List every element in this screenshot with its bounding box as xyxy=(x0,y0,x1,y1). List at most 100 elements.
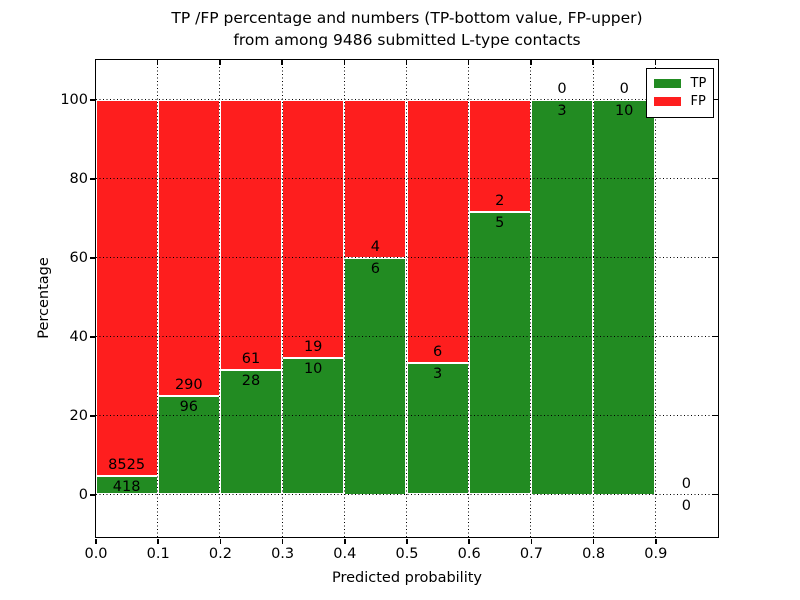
chart-title-line2: from among 9486 submitted L-type contact… xyxy=(233,31,581,49)
bar-fp-count-label: 61 xyxy=(241,351,261,368)
bar-tp-segment xyxy=(157,396,220,495)
x-tick-label: 0.4 xyxy=(333,546,357,562)
x-axis-tick-top xyxy=(156,59,159,65)
bar-fp-segment xyxy=(95,99,158,477)
bar-tp-segment xyxy=(593,99,656,495)
bar-fp-segment xyxy=(468,99,531,213)
x-axis-tick-top xyxy=(281,59,283,65)
bar-tp-segment xyxy=(406,362,469,495)
y-tick-label: 40 xyxy=(69,329,88,345)
bar-fp-count-label: 4 xyxy=(370,238,380,255)
gridline-horizontal xyxy=(95,336,718,337)
bar-fp-count-label: 2 xyxy=(495,193,505,210)
x-tick-label: 0.7 xyxy=(519,546,543,562)
y-axis-tick-right xyxy=(712,414,718,417)
gridline-horizontal xyxy=(95,415,718,416)
bar-tp-count-label: 3 xyxy=(432,365,443,382)
legend-label-tp: TP xyxy=(690,76,707,91)
legend: TP FP xyxy=(645,67,715,118)
x-axis-tick-top xyxy=(343,59,346,65)
gridline-vertical xyxy=(219,59,221,537)
x-axis-label: Predicted probability xyxy=(331,570,483,586)
gridline-horizontal xyxy=(95,257,718,258)
bar-tp-count-label: 5 xyxy=(495,215,505,232)
x-axis-tick-top xyxy=(219,59,221,65)
gridline-vertical xyxy=(406,59,407,537)
x-axis-tick-top xyxy=(654,59,657,65)
bar-tp-count-label: 418 xyxy=(112,479,141,496)
bar-tp-count-label: 3 xyxy=(557,102,567,119)
bar-fp-segment xyxy=(282,99,345,359)
legend-row-tp: TP xyxy=(653,76,707,92)
bar-fp-count-label: 290 xyxy=(174,377,203,394)
gridline-vertical xyxy=(654,59,656,537)
y-axis-tick-right xyxy=(712,98,718,101)
bar-fp-count-label: 0 xyxy=(619,80,629,97)
y-tick-label: 60 xyxy=(69,250,88,266)
y-axis-tick xyxy=(89,415,95,417)
x-axis-tick xyxy=(592,538,595,544)
y-tick-label: 0 xyxy=(78,487,88,503)
gridline-vertical xyxy=(157,59,159,537)
bar-tp-count-label: 96 xyxy=(179,399,199,416)
gridline-vertical xyxy=(281,59,283,537)
gridline-vertical xyxy=(592,59,594,537)
bar-fp-segment xyxy=(406,99,469,363)
y-tick-label: 20 xyxy=(69,408,88,424)
gridline-horizontal xyxy=(95,494,718,495)
y-axis-tick xyxy=(89,99,95,101)
bar-tp-count-label: 28 xyxy=(241,373,261,390)
legend-label-fp: FP xyxy=(690,94,706,109)
y-axis-tick xyxy=(89,178,95,180)
bar-tp-segment xyxy=(468,212,531,495)
x-axis-tick-top xyxy=(530,59,532,65)
gridline-horizontal xyxy=(95,99,718,100)
x-axis-tick xyxy=(95,538,97,544)
y-axis-tick-right xyxy=(712,335,718,338)
x-tick-label: 0.2 xyxy=(208,546,232,562)
bar-tp-segment xyxy=(282,358,345,495)
chart-title-line1: TP /FP percentage and numbers (TP-bottom… xyxy=(171,9,643,27)
y-axis-tick xyxy=(89,336,95,338)
bar-tp-count-label: 10 xyxy=(303,361,323,378)
y-axis-tick xyxy=(89,257,95,259)
legend-swatch-tp xyxy=(653,79,681,88)
bar-tp-segment xyxy=(219,370,283,495)
bar-tp-segment xyxy=(95,476,158,495)
bar-fp-count-label: 6 xyxy=(432,343,443,360)
legend-row-fp: FP xyxy=(653,94,707,110)
y-axis-tick-right xyxy=(712,256,718,259)
x-tick-label: 0.9 xyxy=(644,546,668,562)
x-axis-tick xyxy=(655,538,657,544)
x-axis-tick-top xyxy=(405,59,408,65)
x-axis-tick-top xyxy=(467,59,470,65)
gridline-vertical xyxy=(530,59,532,537)
bar-fp-count-label: 0 xyxy=(681,475,691,492)
x-tick-label: 0.0 xyxy=(84,546,108,562)
x-tick-label: 0.5 xyxy=(395,546,419,562)
legend-swatch-fp xyxy=(653,97,681,106)
gridline-vertical xyxy=(468,59,470,537)
y-axis-label: Percentage xyxy=(36,257,52,339)
bar-tp-count-label: 0 xyxy=(681,497,691,514)
bar-fp-count-label: 19 xyxy=(303,339,323,356)
x-axis-tick xyxy=(157,538,159,544)
x-axis-tick xyxy=(281,538,284,544)
x-axis-tick xyxy=(344,538,346,544)
y-axis-tick-right xyxy=(712,493,718,496)
bar-fp-count-label: 0 xyxy=(557,80,567,97)
gridline-horizontal xyxy=(95,178,718,179)
bar-tp-segment xyxy=(344,257,407,495)
x-axis-tick xyxy=(530,538,533,544)
gridline-vertical xyxy=(343,59,345,537)
x-tick-label: 0.6 xyxy=(457,546,481,562)
bar-tp-count-label: 6 xyxy=(370,260,380,277)
x-tick-label: 0.3 xyxy=(271,546,295,562)
y-tick-label: 100 xyxy=(60,92,88,108)
y-axis-tick xyxy=(89,494,95,496)
plot-area: 8525 418 290 96 61 28 19 10 4 6 6 3 2 5 0 3 0 10 0 0 TP FP xyxy=(94,58,719,538)
bar-tp-segment xyxy=(530,99,594,495)
x-axis-tick xyxy=(219,538,222,544)
x-tick-label: 0.1 xyxy=(146,546,170,562)
